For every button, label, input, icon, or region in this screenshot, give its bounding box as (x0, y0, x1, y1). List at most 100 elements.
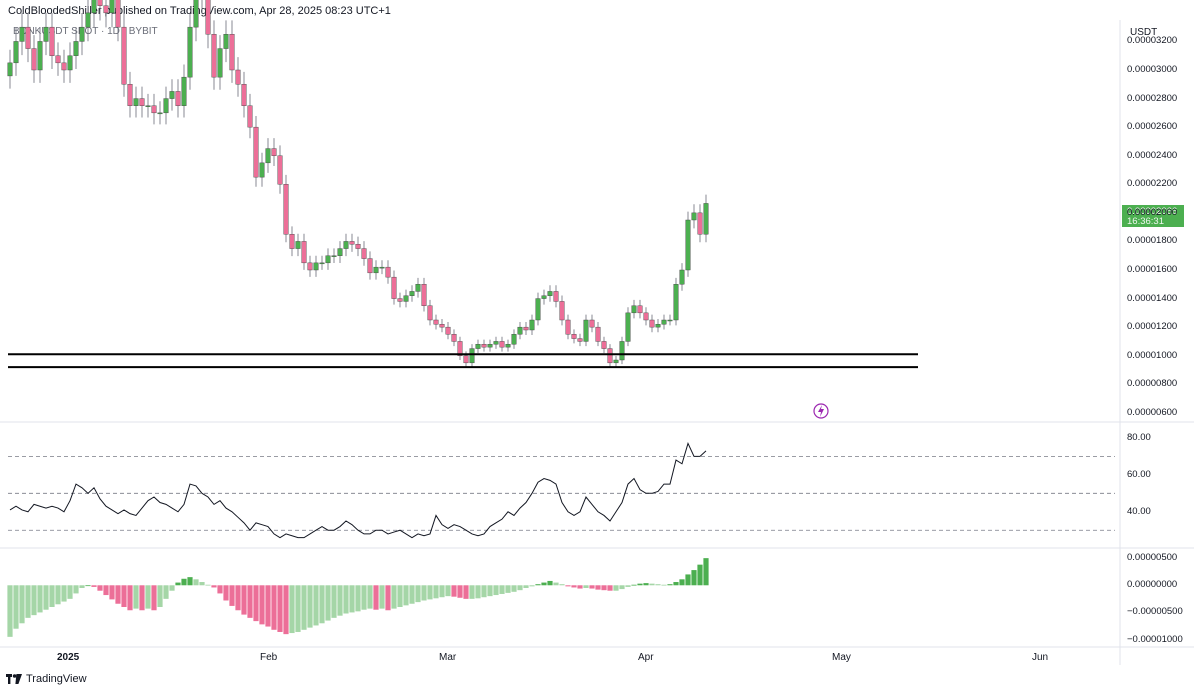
price-tick-label: 0.00001400 (1127, 292, 1178, 304)
macd-bar (205, 584, 211, 586)
macd-bar (475, 585, 481, 599)
candle (145, 105, 151, 107)
macd-bar (175, 582, 181, 586)
candle (337, 248, 343, 256)
candle (235, 69, 241, 85)
time-tick-label: May (832, 652, 851, 663)
tradingview-brand[interactable]: TradingView (6, 673, 87, 685)
time-tick-label: 2025 (57, 652, 80, 663)
macd-bar (265, 585, 271, 627)
lightning-bolt-icon (818, 405, 824, 417)
candle (415, 284, 421, 292)
macd-bar (277, 585, 283, 632)
macd-bar (487, 585, 493, 597)
candle (121, 26, 127, 85)
candle (493, 341, 499, 345)
macd-bar (37, 585, 43, 613)
macd-bar (403, 585, 409, 606)
candle (85, 12, 91, 28)
macd-bar (115, 585, 121, 604)
candle (637, 305, 643, 314)
candle (343, 241, 349, 249)
macd-bar (499, 585, 505, 594)
candle (205, 0, 211, 35)
macd-bar (595, 585, 601, 590)
macd-bar (259, 585, 265, 625)
candle (181, 76, 187, 106)
macd-bar (133, 585, 139, 609)
candle (589, 319, 595, 328)
candle (193, 0, 199, 28)
macd-bar (523, 585, 529, 588)
candle (55, 55, 61, 64)
candle (685, 219, 691, 271)
candle (109, 0, 115, 14)
candle (67, 55, 73, 71)
macd-tick-label: −0.00001000 (1127, 633, 1183, 645)
macd-bar (439, 585, 445, 598)
rsi-tick-label: 80.00 (1127, 431, 1151, 443)
candle (577, 338, 583, 342)
price-tick-label: 0.00000800 (1127, 378, 1178, 390)
macd-bar (19, 585, 25, 624)
macd-bar (397, 585, 403, 607)
candle (79, 26, 85, 42)
macd-bar (187, 577, 193, 586)
macd-bar (193, 579, 199, 586)
candle (457, 341, 463, 356)
macd-bar (385, 585, 391, 611)
macd-bar (541, 582, 547, 586)
candle (535, 298, 541, 321)
candle (397, 298, 403, 302)
candle (175, 91, 181, 106)
macd-bar (655, 584, 661, 586)
price-tick-label: 0.00002000 (1127, 206, 1178, 218)
candle (469, 348, 475, 364)
price-tick-label: 0.00002800 (1127, 92, 1178, 104)
macd-bar (43, 585, 49, 610)
rsi-tick-label: 40.00 (1127, 505, 1151, 517)
symbol-legend[interactable]: BONKUSDT SPOT · 1D · BYBIT (13, 26, 158, 37)
macd-bar (103, 585, 109, 596)
macd-bar (685, 574, 691, 586)
macd-bar (361, 585, 367, 610)
candle (139, 98, 145, 106)
macd-bar (691, 570, 697, 586)
macd-bar (109, 585, 115, 600)
last-price-value: 0.00002066 (1127, 206, 1178, 217)
candle (385, 266, 391, 278)
macd-bar (49, 585, 55, 607)
candle (451, 334, 457, 342)
macd-bar (445, 585, 451, 597)
candle (367, 258, 373, 274)
macd-bar (13, 585, 19, 629)
macd-bar (145, 585, 151, 609)
candle (259, 162, 265, 178)
candle (187, 26, 193, 78)
candle (607, 348, 613, 364)
candle (391, 276, 397, 299)
macd-bar (367, 585, 373, 609)
macd-bar (271, 585, 277, 630)
rsi-line (9, 442, 707, 539)
macd-bar (517, 585, 523, 591)
macd-bar (295, 585, 301, 632)
macd-bar (661, 584, 667, 586)
candle (253, 126, 259, 178)
macd-bar (619, 585, 625, 590)
candle (283, 184, 289, 235)
tradingview-logo-icon (6, 674, 22, 684)
macd-bar (355, 585, 361, 612)
price-tick-label: 0.00001800 (1127, 235, 1178, 247)
alert-lightning-icon (813, 403, 829, 419)
candle (133, 98, 139, 106)
macd-bar (433, 585, 439, 599)
macd-bar (199, 582, 205, 586)
candle (163, 98, 169, 114)
candle (565, 319, 571, 335)
candle (691, 212, 697, 221)
macd-bar (157, 585, 163, 607)
candle (13, 41, 19, 64)
candle (679, 269, 685, 285)
